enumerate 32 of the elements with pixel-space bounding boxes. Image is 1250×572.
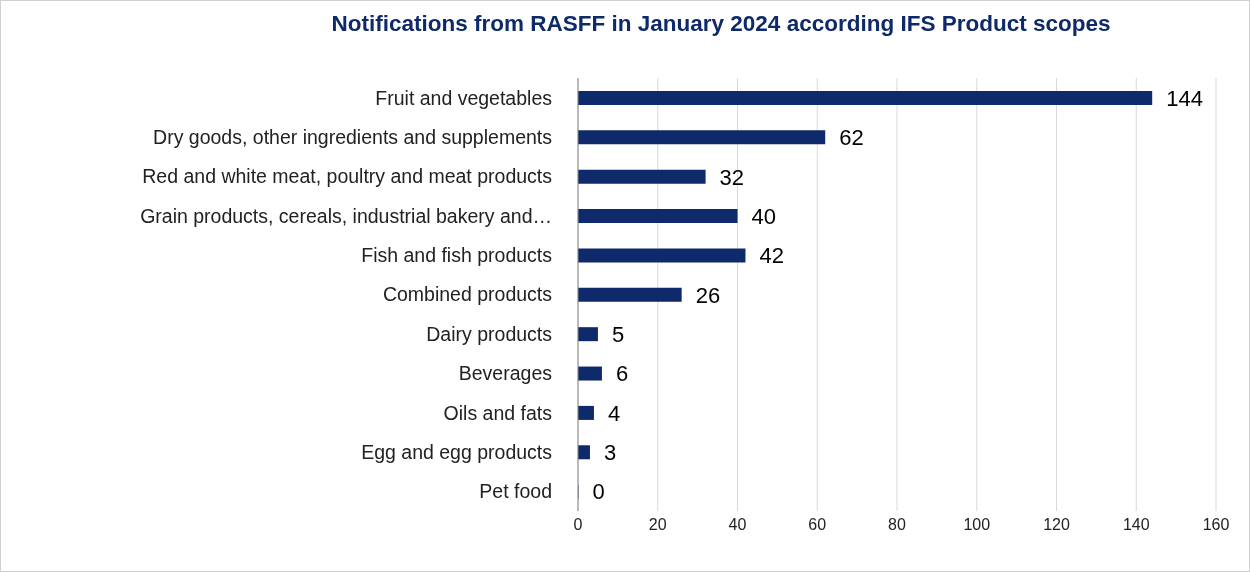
chart-title: Notifications from RASFF in January 2024 according IFS Product scopes <box>330 11 1112 37</box>
data-label: 26 <box>695 282 721 308</box>
y-tick-label: Dry goods, other ingredients and supplements <box>153 125 553 148</box>
y-tick-label: Grain products, cereals, industrial bakery and… <box>140 204 552 227</box>
x-tick-label: 60 <box>808 516 827 534</box>
data-label: 5 <box>611 321 625 347</box>
x-tick-label: 120 <box>1043 516 1070 534</box>
y-tick-label: Pet food <box>479 480 552 503</box>
data-label: 3 <box>603 440 617 466</box>
x-tick-label: 0 <box>573 516 583 534</box>
y-tick-label: Combined products <box>382 283 553 306</box>
x-tick-label: 100 <box>963 516 991 534</box>
y-tick-label: Oils and fats <box>443 401 553 424</box>
data-label: 40 <box>751 203 776 229</box>
x-tick-label: 140 <box>1122 516 1150 534</box>
y-tick-label: Dairy products <box>426 322 553 345</box>
data-label: 0 <box>592 479 605 505</box>
y-tick-label: Red and white meat, poultry and meat products <box>142 165 553 188</box>
y-tick-label: Beverages <box>458 362 553 385</box>
data-label: 42 <box>759 243 784 269</box>
data-label: 32 <box>719 164 745 190</box>
data-label: 62 <box>839 125 864 151</box>
y-tick-label: Fruit and vegetables <box>375 86 553 109</box>
data-label: 6 <box>615 361 629 387</box>
data-label: 144 <box>1166 85 1203 111</box>
x-tick-label: 80 <box>888 516 906 534</box>
x-tick-label: 160 <box>1202 516 1230 534</box>
y-tick-label: Egg and egg products <box>361 440 553 463</box>
y-tick-label: Fish and fish products <box>361 244 553 267</box>
x-tick-label: 40 <box>728 516 747 534</box>
data-label: 4 <box>607 400 621 426</box>
x-tick-label: 20 <box>648 516 667 534</box>
